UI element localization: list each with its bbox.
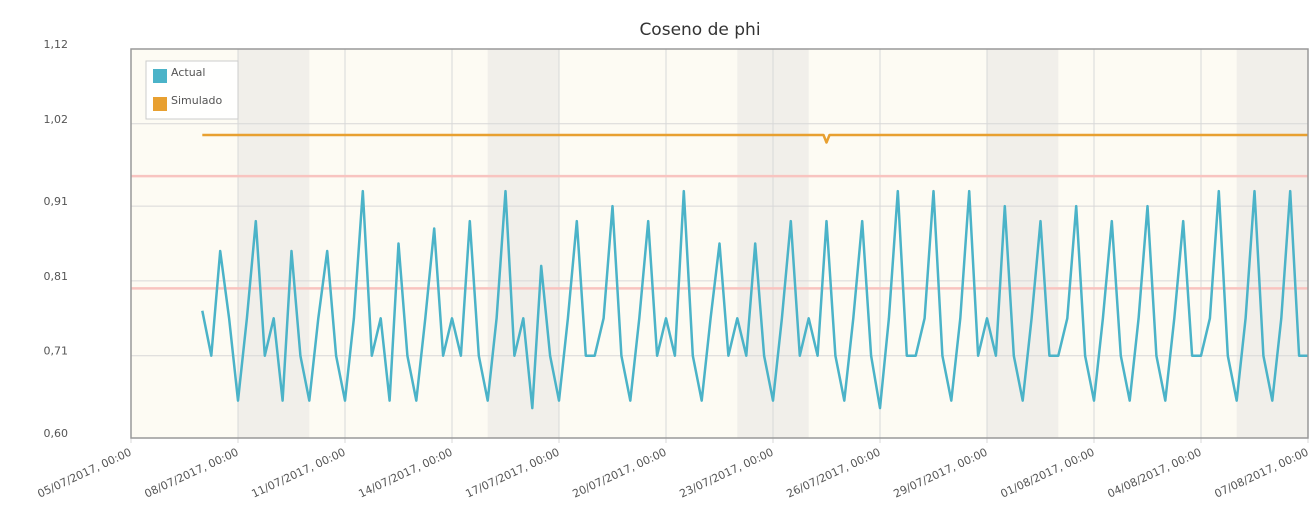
y-tick-label: 0,71 [44, 345, 69, 358]
x-tick-label: 11/07/2017, 00:00 [250, 446, 348, 501]
chart-title: Coseno de phi [639, 20, 760, 40]
legend: Actual Simulado [145, 60, 239, 120]
plot-frame [130, 48, 1309, 439]
x-tick-label: 29/07/2017, 00:00 [892, 446, 990, 501]
x-tick-label: 04/08/2017, 00:00 [1106, 446, 1204, 501]
x-tick-label: 05/07/2017, 00:00 [36, 446, 134, 501]
y-tick-label: 0,91 [44, 195, 69, 208]
x-tick-label: 08/07/2017, 00:00 [143, 446, 241, 501]
weekend-band [1236, 49, 1308, 438]
legend-label: Actual [171, 66, 205, 79]
y-tick-label: 1,12 [44, 38, 69, 51]
series-line [201, 189, 1308, 410]
x-tick-label: 14/07/2017, 00:00 [357, 446, 455, 501]
series-line [202, 133, 1308, 144]
y-tick-label: 1,02 [44, 113, 69, 126]
x-tick-label: 26/07/2017, 00:00 [785, 446, 883, 501]
x-tick-label: 20/07/2017, 00:00 [571, 446, 669, 501]
legend-swatch [153, 97, 167, 111]
y-tick-label: 0,60 [44, 427, 69, 440]
weekend-band [238, 49, 310, 438]
weekend-band [987, 49, 1059, 438]
legend-swatch [153, 69, 167, 83]
x-tick-label: 17/07/2017, 00:00 [464, 446, 562, 501]
x-tick-label: 07/08/2017, 00:00 [1213, 446, 1311, 501]
legend-label: Simulado [171, 94, 223, 107]
x-tick-label: 23/07/2017, 00:00 [678, 446, 776, 501]
x-tick-label: 01/08/2017, 00:00 [999, 446, 1097, 501]
y-tick-label: 0,81 [44, 270, 69, 283]
weekend-band [487, 49, 559, 438]
